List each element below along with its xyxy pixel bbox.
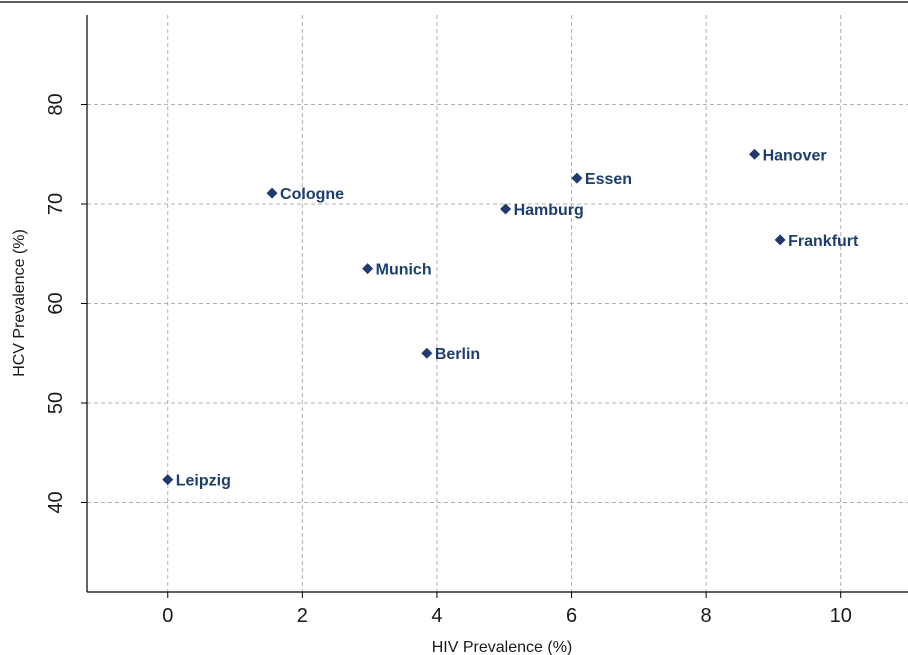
y-tick-label: 70 — [45, 193, 67, 215]
y-tick-label: 50 — [45, 392, 67, 414]
y-axis-title: HCV Prevalence (%) — [11, 229, 28, 377]
data-label-hanover: Hanover — [763, 147, 827, 164]
grid-lines — [87, 15, 908, 592]
data-point-hamburg — [500, 203, 512, 215]
data-point-leipzig — [162, 474, 174, 486]
data-label-hamburg: Hamburg — [514, 202, 584, 219]
data-point-cologne — [266, 187, 278, 199]
x-tick-label: 10 — [830, 605, 852, 627]
x-tick-label: 4 — [431, 605, 442, 627]
x-tick-label: 6 — [566, 605, 577, 627]
data-label-essen: Essen — [585, 171, 632, 188]
x-tick-label: 0 — [162, 605, 173, 627]
y-tick-label: 80 — [45, 93, 67, 115]
data-point-frankfurt — [774, 234, 786, 246]
data-label-munich: Munich — [376, 262, 432, 279]
ticks: 40 50 60 70 80 0 2 4 6 8 10 — [45, 93, 852, 627]
x-tick-label: 2 — [297, 605, 308, 627]
data-point-essen — [571, 172, 583, 184]
y-tick-label: 40 — [45, 491, 67, 513]
y-tick-label: 60 — [45, 292, 67, 314]
data-label-cologne: Cologne — [280, 186, 344, 203]
x-tick-label: 8 — [701, 605, 712, 627]
data-label-berlin: Berlin — [435, 346, 480, 363]
x-axis-title: HIV Prevalence (%) — [432, 639, 573, 655]
data-label-leipzig: Leipzig — [176, 473, 231, 490]
axes — [0, 1, 908, 593]
data-label-frankfurt: Frankfurt — [788, 233, 859, 250]
data-point-munich — [362, 263, 374, 275]
data-point-hanover — [749, 148, 761, 160]
data-point-berlin — [421, 347, 433, 359]
